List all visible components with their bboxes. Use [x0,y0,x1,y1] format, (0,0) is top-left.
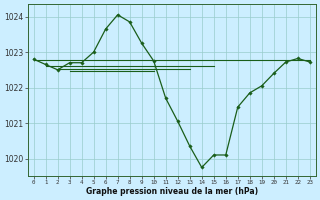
X-axis label: Graphe pression niveau de la mer (hPa): Graphe pression niveau de la mer (hPa) [86,187,258,196]
